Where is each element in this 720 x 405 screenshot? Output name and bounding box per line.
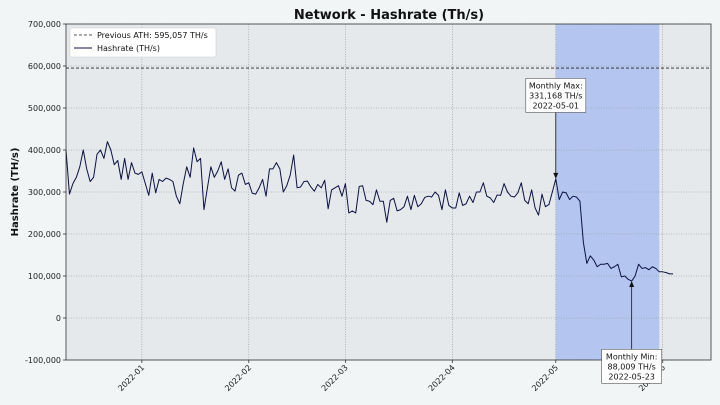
annotation-text: 88,009 TH/s — [608, 362, 656, 371]
y-tick-label: 300,000 — [28, 188, 61, 197]
x-tick-label: 2022-02 — [223, 363, 253, 393]
x-tick-label: 2022-03 — [320, 363, 350, 393]
legend-box — [69, 27, 217, 58]
legend: Previous ATH: 595,057 TH/s Hashrate (TH/s… — [69, 27, 217, 58]
chart-title: Network - Hashrate (Th/s) — [294, 8, 484, 23]
annotation-box — [525, 78, 587, 113]
annotation-arrowhead — [553, 172, 559, 179]
y-tick-label: 500,000 — [28, 104, 61, 113]
y-tick-label: 700,000 — [28, 20, 61, 29]
annotation-text: Monthly Min: — [606, 352, 657, 361]
x-tick-label: 2022-01 — [116, 363, 146, 393]
annotation-arrowhead — [629, 281, 635, 288]
x-tick-label: 2022-04 — [427, 363, 457, 393]
y-tick-label: -100,000 — [25, 356, 61, 365]
y-tick-label: 0 — [56, 314, 61, 323]
grid-layer — [66, 23, 711, 361]
y-tick-label: 200,000 — [28, 230, 61, 239]
plot-frame — [65, 23, 712, 361]
legend-hashrate-label: Hashrate (TH/s) — [97, 44, 160, 53]
annotation-box — [601, 348, 662, 384]
legend-ath-label: Previous ATH: 595,057 TH/s — [97, 31, 208, 40]
hashrate-line — [65, 141, 674, 282]
y-tick-label: 400,000 — [28, 146, 61, 155]
x-tick-label: 2022-05 — [530, 363, 560, 393]
annotation-text: Monthly Max: — [529, 81, 583, 90]
y-tick-label: 100,000 — [28, 272, 61, 281]
y-tick-label: 600,000 — [28, 62, 61, 71]
annotation-text: 2022-05-23 — [608, 372, 655, 381]
series-layer — [65, 67, 711, 282]
y-axis-label: Hashrate (TH/s) — [10, 148, 21, 237]
annotation-text: 331,168 TH/s — [529, 91, 582, 100]
annotation-text: 2022-05-01 — [533, 101, 580, 110]
